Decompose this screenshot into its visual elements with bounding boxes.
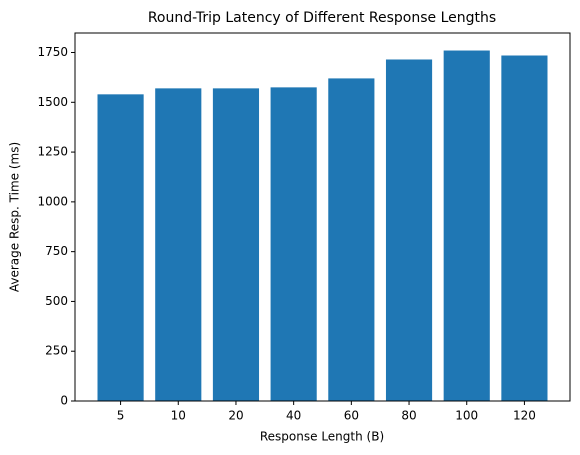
bar — [385, 59, 433, 401]
y-tick-label: 1250 — [37, 145, 68, 159]
x-axis-label: Response Length (B) — [260, 430, 384, 444]
bar — [328, 78, 375, 402]
x-tick-label: 5 — [117, 409, 125, 423]
y-tick-label: 1750 — [37, 45, 68, 59]
x-tick-label: 120 — [513, 409, 536, 423]
bar — [97, 94, 144, 401]
x-tick-label: 10 — [171, 409, 186, 423]
bar — [212, 88, 260, 401]
y-tick-label: 1000 — [37, 194, 68, 208]
y-axis-label: Average Resp. Time (ms) — [8, 142, 22, 292]
x-tick-label: 60 — [344, 409, 359, 423]
chart-title: Round-Trip Latency of Different Response… — [148, 10, 496, 26]
bar — [443, 50, 490, 402]
bar — [155, 88, 202, 401]
y-tick-label: 750 — [45, 244, 68, 258]
y-tick-label: 0 — [60, 394, 68, 408]
bar — [501, 55, 548, 401]
bar — [270, 87, 317, 401]
x-tick-label: 100 — [455, 409, 478, 423]
x-tick-label: 40 — [286, 409, 301, 423]
x-tick-label: 20 — [228, 409, 243, 423]
plot-frame — [74, 32, 571, 402]
y-tick-label: 250 — [45, 344, 68, 358]
y-tick-label: 500 — [45, 294, 68, 308]
x-tick-label: 80 — [401, 409, 416, 423]
y-tick-label: 1500 — [37, 95, 68, 109]
